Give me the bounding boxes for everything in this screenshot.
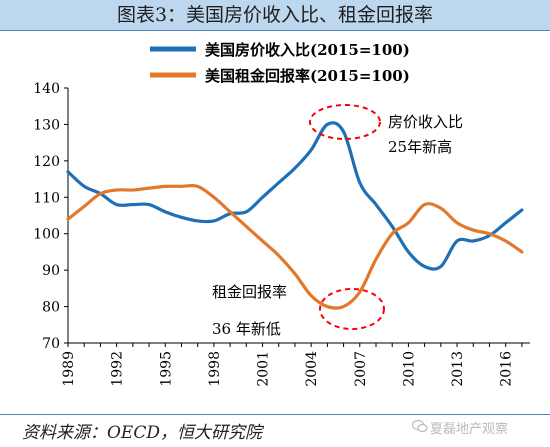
x-tick-label: 1995 bbox=[158, 351, 174, 387]
source-divider bbox=[0, 414, 550, 415]
legend-label-rent-yield: 美国租金回报率(2015=100) bbox=[205, 67, 410, 85]
x-tick-label: 2013 bbox=[450, 351, 466, 387]
legend-label-price-income: 美国房价收入比(2015=100) bbox=[205, 41, 410, 59]
y-tick-label: 110 bbox=[33, 190, 60, 206]
y-tick-label: 80 bbox=[42, 300, 60, 316]
axes: 70 80 90 100 110 120 130 140 1989 1992 1995 1998 200… bbox=[33, 81, 530, 387]
y-tick-label: 130 bbox=[33, 117, 60, 133]
title-bar bbox=[0, 0, 550, 31]
price-income-peak-highlight bbox=[309, 104, 381, 140]
x-tick-label: 1992 bbox=[110, 351, 126, 387]
annotation-rent-yield-label: 租金回报率 bbox=[212, 283, 287, 301]
source-note: 资料来源：OECD，恒大研究院 bbox=[22, 423, 262, 443]
rent-yield-trough-highlight bbox=[319, 288, 385, 330]
y-tick-label: 90 bbox=[42, 263, 60, 279]
wechat-icon bbox=[412, 419, 428, 433]
x-tick-label: 2010 bbox=[401, 351, 417, 387]
y-tick-label: 140 bbox=[33, 81, 60, 97]
watermark: 夏磊地产观察 bbox=[430, 422, 509, 437]
annotation-price-income-label: 房价收入比 bbox=[388, 113, 463, 131]
y-tick-label: 70 bbox=[42, 336, 60, 352]
x-tick-label: 2004 bbox=[304, 351, 320, 387]
annotation-price-income-note: 25年新高 bbox=[388, 138, 452, 156]
x-tick-label: 2007 bbox=[353, 351, 369, 387]
x-tick-label: 2016 bbox=[499, 351, 515, 387]
series-line-price-income bbox=[66, 121, 524, 271]
x-tick-label: 1998 bbox=[207, 351, 223, 387]
annotation-rent-yield-note: 36 年新低 bbox=[212, 320, 281, 338]
x-tick-label: 1989 bbox=[61, 351, 77, 387]
chart-title: 图表3：美国房价收入比、租金回报率 bbox=[116, 4, 434, 26]
x-tick-label: 2001 bbox=[256, 351, 272, 387]
annotations: 房价收入比 25年新高 租金回报率 36 年新低 bbox=[212, 104, 463, 338]
legend: 美国房价收入比(2015=100) 美国租金回报率(2015=100) bbox=[150, 41, 410, 85]
y-tick-label: 120 bbox=[33, 154, 60, 170]
series-line-rent-yield bbox=[66, 183, 524, 310]
series-group bbox=[66, 121, 524, 310]
y-tick-label: 100 bbox=[33, 227, 60, 243]
